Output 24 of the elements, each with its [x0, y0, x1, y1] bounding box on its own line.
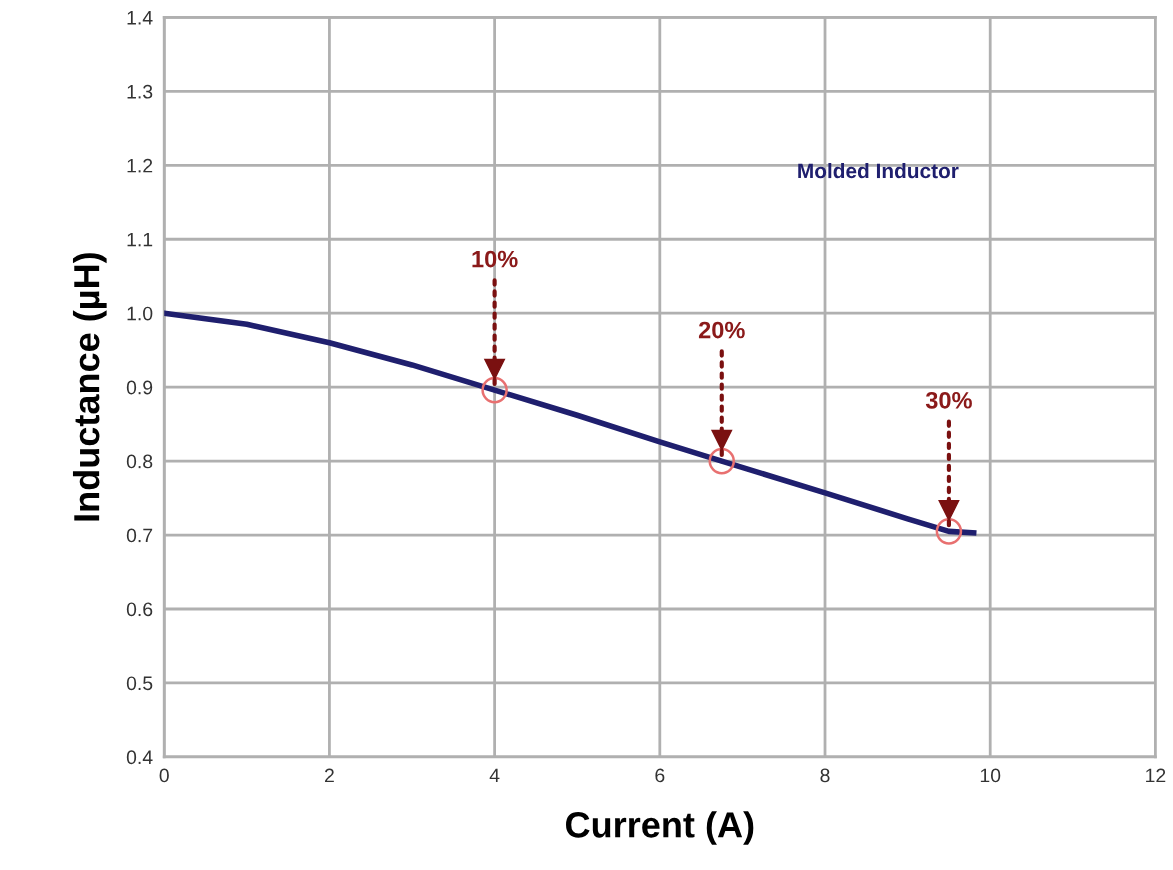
y-tick-label: 0.4: [126, 750, 153, 765]
y-tick-label: 0.6: [126, 602, 153, 617]
y-tick-label: 1.0: [127, 306, 153, 321]
x-tick-label: 2: [324, 768, 334, 783]
x-tick-label: 8: [820, 768, 830, 783]
text: Molded Inductor: [798, 162, 959, 179]
x-tick-label: 12: [1146, 768, 1166, 783]
x-tick-label: 10: [980, 768, 1001, 783]
annotation: 20%: [698, 321, 745, 339]
x-axis-title: Current (A): [566, 811, 754, 845]
y-tick-label: 1.3: [127, 84, 153, 99]
y-tick-label: 0.7: [126, 528, 153, 543]
annotation: 10%: [472, 250, 518, 268]
y-axis-title: Inductance (µH): [72, 253, 107, 521]
y-tick-label: 0.8: [126, 454, 153, 469]
y-tick-label: 0.5: [126, 676, 153, 691]
y-tick-label: 1.4: [127, 11, 153, 25]
y-tick-label: 1.2: [127, 158, 153, 173]
x-tick-label: 6: [655, 768, 665, 783]
x-tick-label: 4: [489, 768, 500, 783]
annotation: 30%: [925, 391, 972, 409]
y-tick-label: 0.9: [126, 380, 153, 395]
y-tick-label: 1.1: [127, 232, 153, 247]
x-tick-label: 0: [159, 768, 169, 783]
